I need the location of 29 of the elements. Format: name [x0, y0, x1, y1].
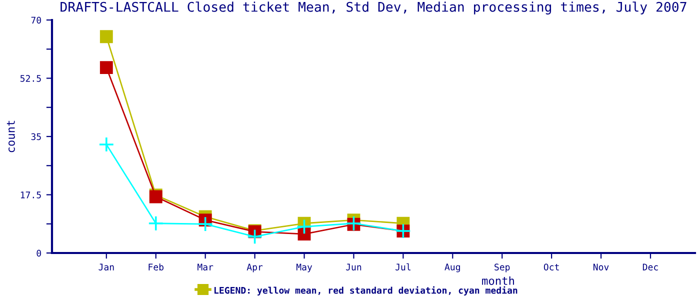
- y-tick-label: 0: [36, 250, 41, 257]
- x-tick-label: Mar: [198, 264, 214, 270]
- x-tick-label: Oct: [544, 264, 559, 270]
- point: [98, 136, 114, 152]
- x-tick-label: Jan: [98, 264, 114, 270]
- x-tick-label: Nov: [593, 264, 609, 270]
- x-tick-label: Aug: [444, 264, 460, 272]
- x-tick-label: Jun: [346, 264, 362, 270]
- x-tick-label: Jul: [396, 263, 410, 270]
- x-tick-label: Dec: [642, 264, 658, 270]
- y-tick-label: 17.5: [20, 192, 41, 198]
- point: [296, 218, 312, 235]
- y-axis-title: count: [6, 120, 15, 152]
- x-tick-label: May: [296, 264, 312, 272]
- x-tick-label: Apr: [246, 264, 263, 272]
- point: [246, 228, 263, 245]
- y-tick-label: 35: [31, 133, 41, 140]
- point: [197, 216, 214, 232]
- chart-title: DRAFTS-LASTCALL Closed ticket Mean, Std Dev, Median processing times, July 2007: [60, 2, 686, 14]
- x-tick-label: Feb: [148, 263, 164, 270]
- x-axis-title: month: [482, 276, 514, 285]
- point: [298, 228, 311, 240]
- text: LEGEND: yellow mean, red standard deviation, cyan median: [214, 286, 518, 296]
- point: [100, 61, 113, 74]
- y-tick-label: 70: [31, 16, 41, 24]
- point: [100, 30, 113, 44]
- y-tick-label: 52.5: [20, 75, 41, 82]
- x-tick-label: Sep: [494, 264, 510, 272]
- point: [148, 216, 164, 232]
